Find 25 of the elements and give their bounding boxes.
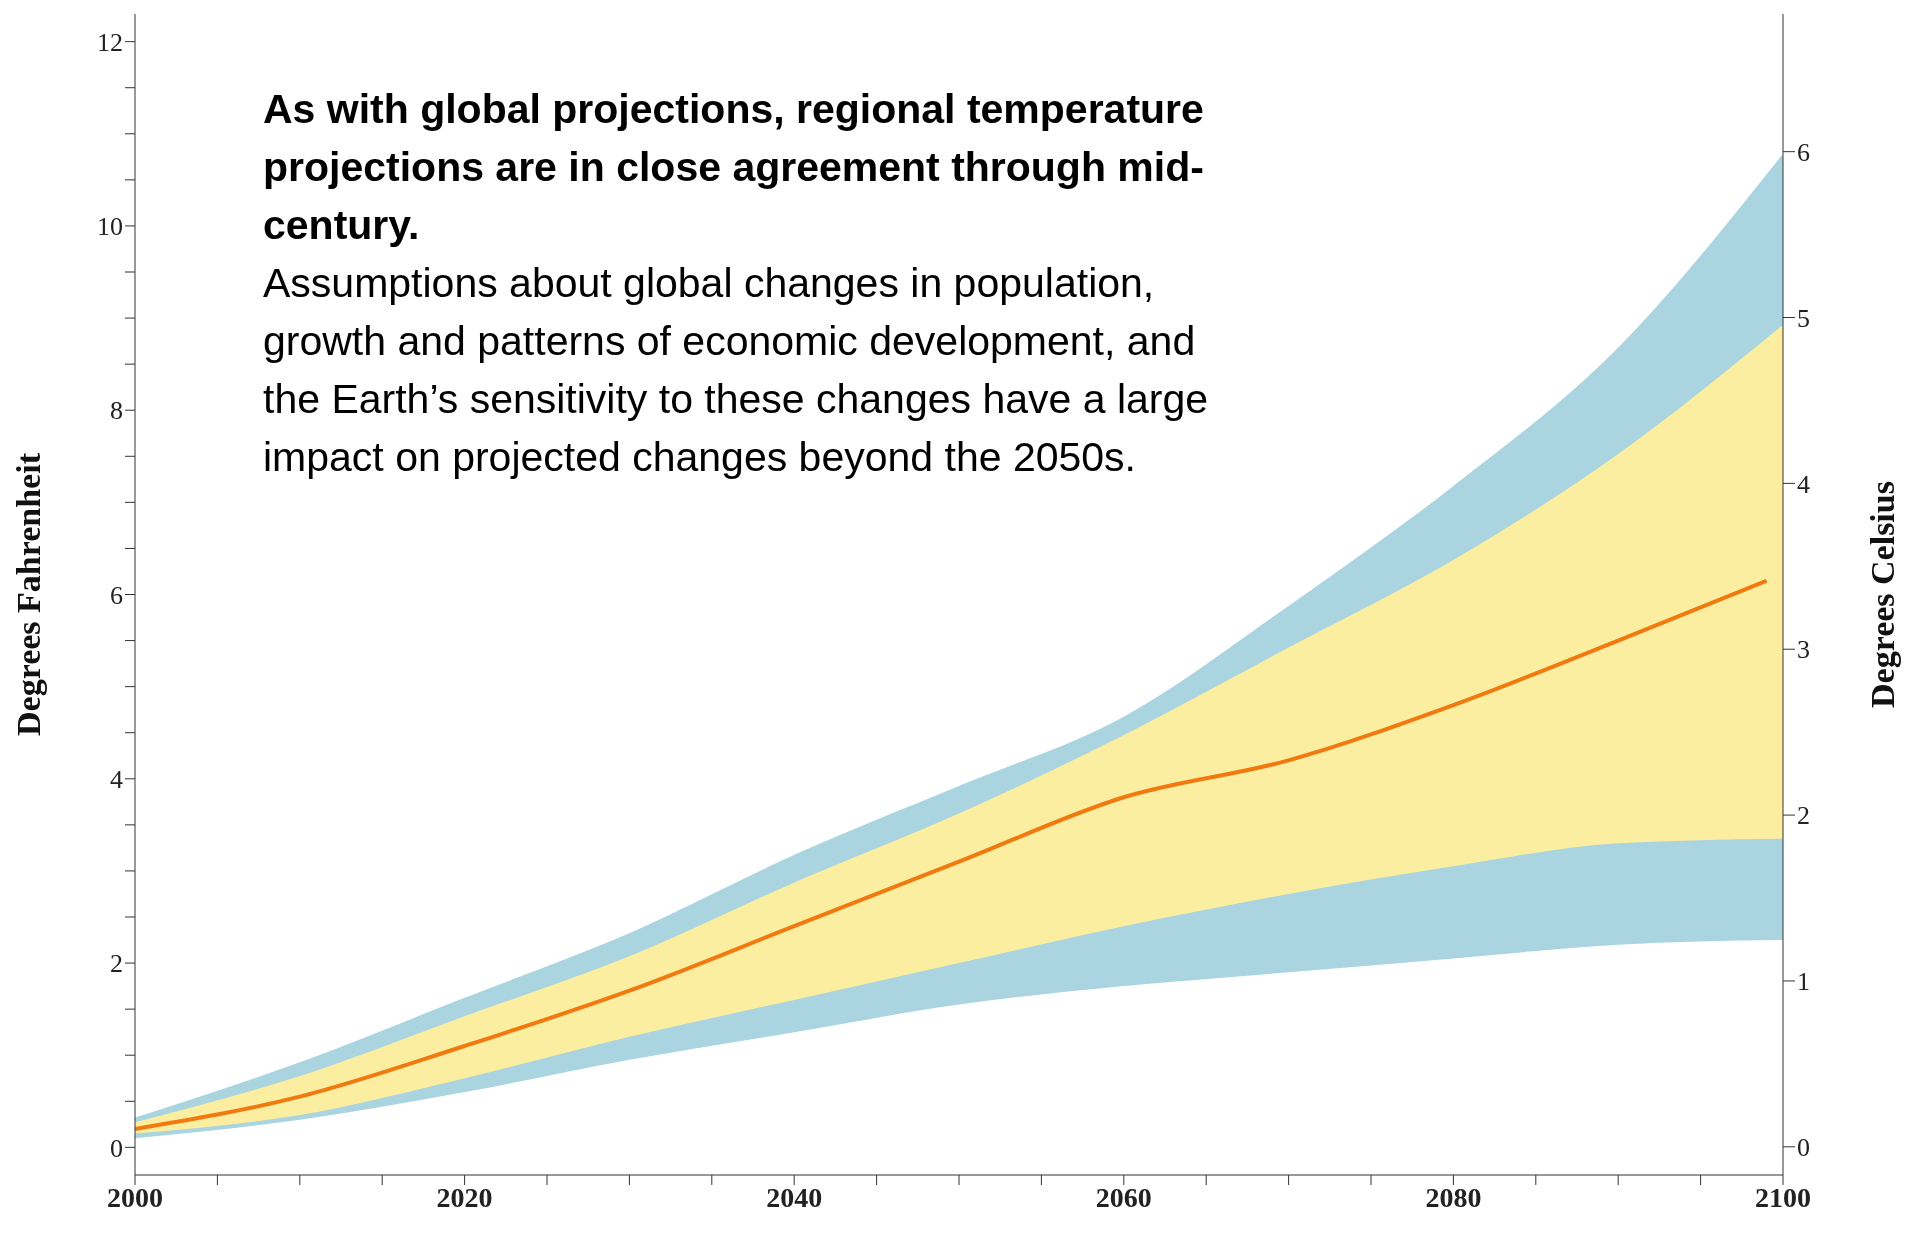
x-tick-label: 2000 [107,1181,163,1213]
y2-tick-label: 1 [1797,967,1810,997]
y2-tick-label: 5 [1797,303,1810,333]
y-tick-label: 8 [110,396,123,426]
y-tick-label: 6 [110,580,123,610]
y2-axis-title: Degrees Celsius [1864,481,1902,708]
x-tick-label: 2020 [436,1181,493,1213]
text: As with global projections, regional temperature projections are in close agreement through mid-century. [263,85,1205,250]
y-tick-label: 12 [97,27,123,57]
y-tick-label: 4 [110,765,123,795]
y2-tick-label: 2 [1797,801,1810,831]
x-tick-label: 2100 [1755,1181,1811,1213]
x-tick-label: 2060 [1095,1181,1152,1213]
y2-tick-label: 4 [1797,469,1810,499]
line-series [135,578,1769,1131]
y2-tick-label: 0 [1797,1133,1810,1163]
y2-tick-label: 3 [1797,635,1810,665]
annotation: Assumptions about global changes in population, growth and patterns of economic development, and the Earth’s sensitivity to these changes have a large impact on projected changes beyond the 2050s. [263,259,1210,482]
y-tick-label: 2 [110,949,123,979]
x-tick-label: 2040 [766,1181,823,1213]
y-axis-title: Degrees Fahrenheit [10,452,48,736]
y-tick-label: 10 [97,212,123,242]
x-tick-label: 2080 [1425,1181,1482,1213]
y2-tick-label: 6 [1797,137,1810,167]
y-tick-label: 0 [110,1133,123,1163]
